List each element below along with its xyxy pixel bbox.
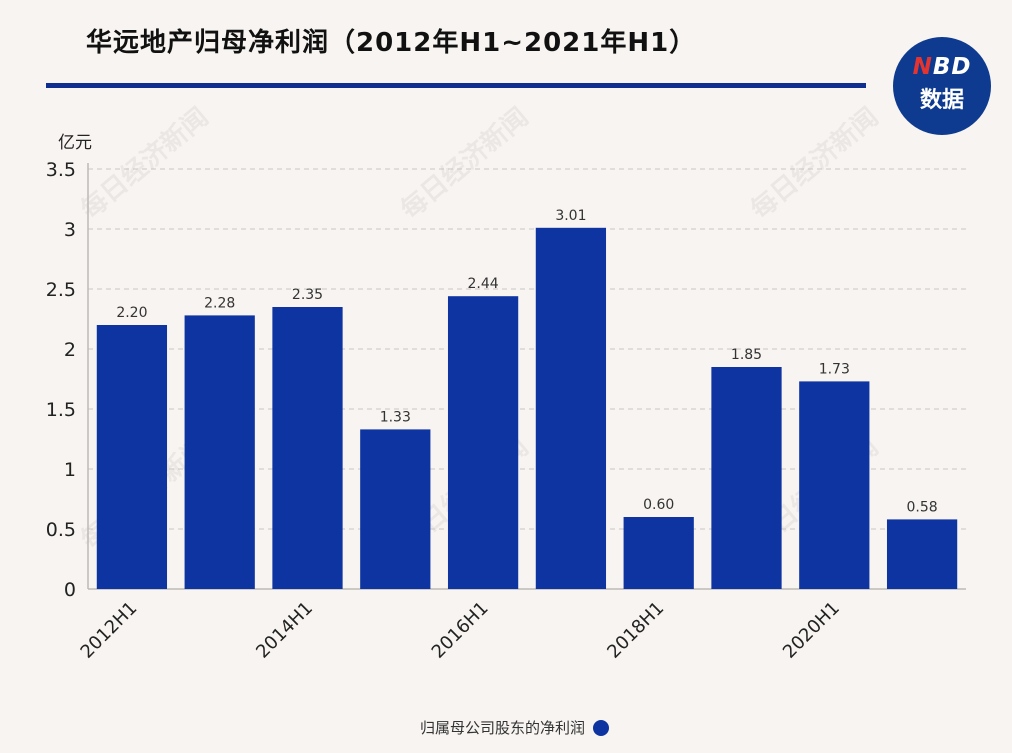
y-tick-label: 0 xyxy=(64,579,76,601)
logo-accent-letter: N xyxy=(912,54,933,80)
bar xyxy=(184,315,255,589)
watermark-text: 每日经济新闻 xyxy=(395,101,534,225)
y-tick-label: 2 xyxy=(64,339,76,361)
data-label: 2.28 xyxy=(204,295,235,311)
data-label: 0.60 xyxy=(643,497,674,513)
title-underline xyxy=(46,83,866,88)
nbd-data-logo: NBD 数据 xyxy=(893,37,991,135)
legend-marker xyxy=(593,719,610,736)
x-tick-label: 2020H1 xyxy=(779,598,844,663)
logo-letters: BD xyxy=(932,54,972,80)
y-axis-unit-label: 亿元 xyxy=(58,133,92,153)
bar xyxy=(886,519,958,589)
watermark-text: 每日经济新闻 xyxy=(745,101,884,225)
bar xyxy=(799,381,870,589)
x-tick-label: 2018H1 xyxy=(603,598,668,663)
legend-label: 归属母公司股东的净利润 xyxy=(420,719,586,737)
y-tick-label: 2.5 xyxy=(46,279,76,301)
bar xyxy=(447,296,519,589)
bar xyxy=(272,307,343,589)
data-label: 2.20 xyxy=(116,305,147,321)
logo-line1: NBD xyxy=(893,54,991,80)
data-label: 3.01 xyxy=(555,208,586,224)
x-tick-label: 2012H1 xyxy=(77,598,142,663)
y-tick-label: 3 xyxy=(64,219,76,241)
data-label: 1.33 xyxy=(380,409,411,425)
data-label: 1.85 xyxy=(731,347,762,363)
data-label: 2.35 xyxy=(292,287,323,303)
y-tick-label: 0.5 xyxy=(46,519,76,541)
data-label: 1.73 xyxy=(819,361,850,377)
x-tick-label: 2016H1 xyxy=(428,598,493,663)
bar xyxy=(96,325,168,589)
logo-line2: 数据 xyxy=(919,88,964,113)
data-label: 0.58 xyxy=(907,499,938,515)
watermark-text: 每日经济新闻 xyxy=(75,101,214,225)
y-tick-label: 3.5 xyxy=(46,159,76,181)
data-label: 2.44 xyxy=(468,276,499,292)
bar xyxy=(623,517,694,589)
bar xyxy=(535,227,607,590)
bar xyxy=(360,429,431,589)
legend: 归属母公司股东的净利润 xyxy=(420,717,610,738)
y-tick-label: 1.5 xyxy=(46,399,76,421)
y-tick-label: 1 xyxy=(64,459,76,481)
x-tick-label: 2014H1 xyxy=(252,598,317,663)
chart-title: 华远地产归母净利润（2012年H1~2021年H1） xyxy=(86,28,697,58)
bar xyxy=(711,367,782,589)
